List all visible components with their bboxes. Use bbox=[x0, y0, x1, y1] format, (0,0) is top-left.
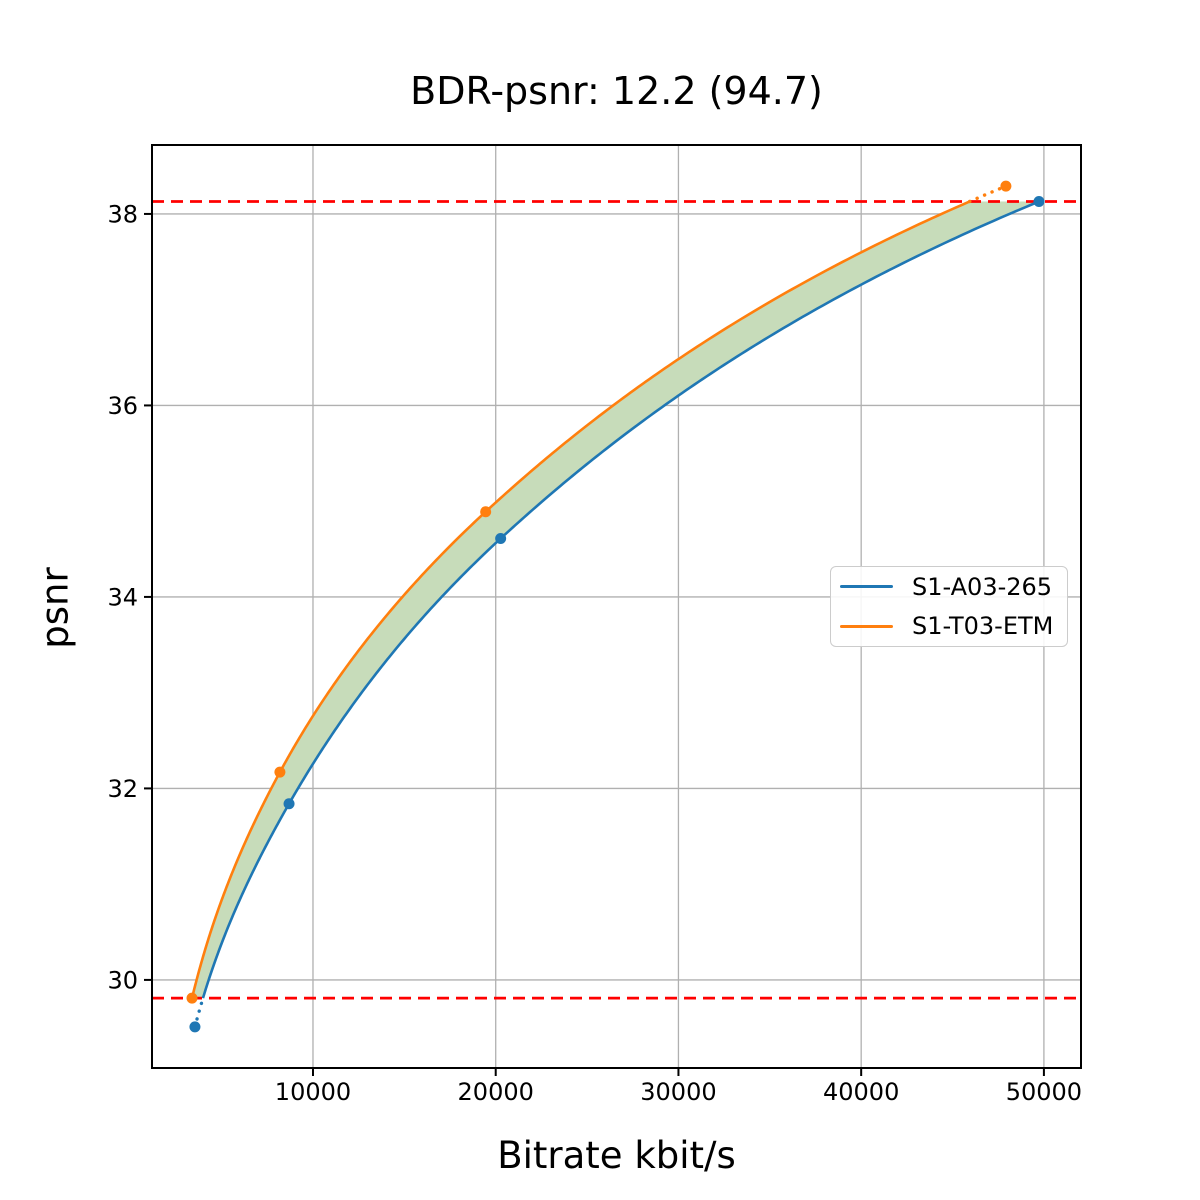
curve-S1-T03-ETM bbox=[190, 200, 971, 999]
legend-line-swatch-orange bbox=[840, 624, 893, 628]
axes-frame bbox=[151, 144, 1082, 1069]
legend-line-swatch-blue bbox=[840, 585, 893, 589]
curve-dotted-S1-T03-ETM bbox=[967, 184, 1008, 204]
y-tick-label: 34 bbox=[107, 583, 138, 611]
legend: S1-A03-265 S1-T03-ETM bbox=[830, 566, 1068, 647]
data-point-S1-A03-265 bbox=[283, 798, 295, 810]
data-point-S1-T03-ETM bbox=[1000, 180, 1012, 192]
data-point-S1-A03-265 bbox=[1033, 195, 1045, 207]
gridlines bbox=[152, 145, 1081, 1068]
x-axis-label: Bitrate kbit/s bbox=[497, 1134, 736, 1177]
tick-labels: 10000 20000 30000 40000 50000 30 32 34 36 38 bbox=[107, 200, 1082, 1106]
data-point-S1-T03-ETM bbox=[274, 766, 286, 778]
y-tick-label: 32 bbox=[107, 775, 138, 803]
y-tick-label: 38 bbox=[107, 200, 138, 228]
data-point-S1-T03-ETM bbox=[480, 506, 492, 518]
x-tick-label: 10000 bbox=[275, 1078, 351, 1106]
legend-label-s1-t03-etm: S1-T03-ETM bbox=[912, 612, 1054, 641]
data-point-S1-T03-ETM bbox=[186, 992, 198, 1004]
x-tick-label: 20000 bbox=[458, 1078, 534, 1106]
y-tick-label: 36 bbox=[107, 392, 138, 420]
axis-ticks bbox=[144, 212, 1045, 1076]
legend-label-s1-a03-265: S1-A03-265 bbox=[912, 572, 1053, 601]
chart-title: BDR-psnr: 12.2 (94.7) bbox=[410, 69, 823, 113]
data-point-S1-A03-265 bbox=[189, 1021, 201, 1033]
overlap-bound-lines bbox=[152, 200, 1081, 1000]
data-point-S1-A03-265 bbox=[495, 533, 507, 545]
x-tick-label: 30000 bbox=[640, 1078, 716, 1106]
curve-dotted-S1-A03-265 bbox=[193, 996, 205, 1029]
x-tick-label: 40000 bbox=[823, 1078, 899, 1106]
legend-item-s1-a03-265: S1-A03-265 bbox=[840, 569, 1067, 605]
x-tick-label: 50000 bbox=[1006, 1078, 1082, 1106]
y-tick-label: 30 bbox=[107, 966, 138, 994]
curve-S1-A03-265 bbox=[201, 200, 1040, 1000]
y-axis-label: psnr bbox=[33, 567, 77, 649]
legend-item-s1-t03-etm: S1-T03-ETM bbox=[840, 608, 1067, 644]
